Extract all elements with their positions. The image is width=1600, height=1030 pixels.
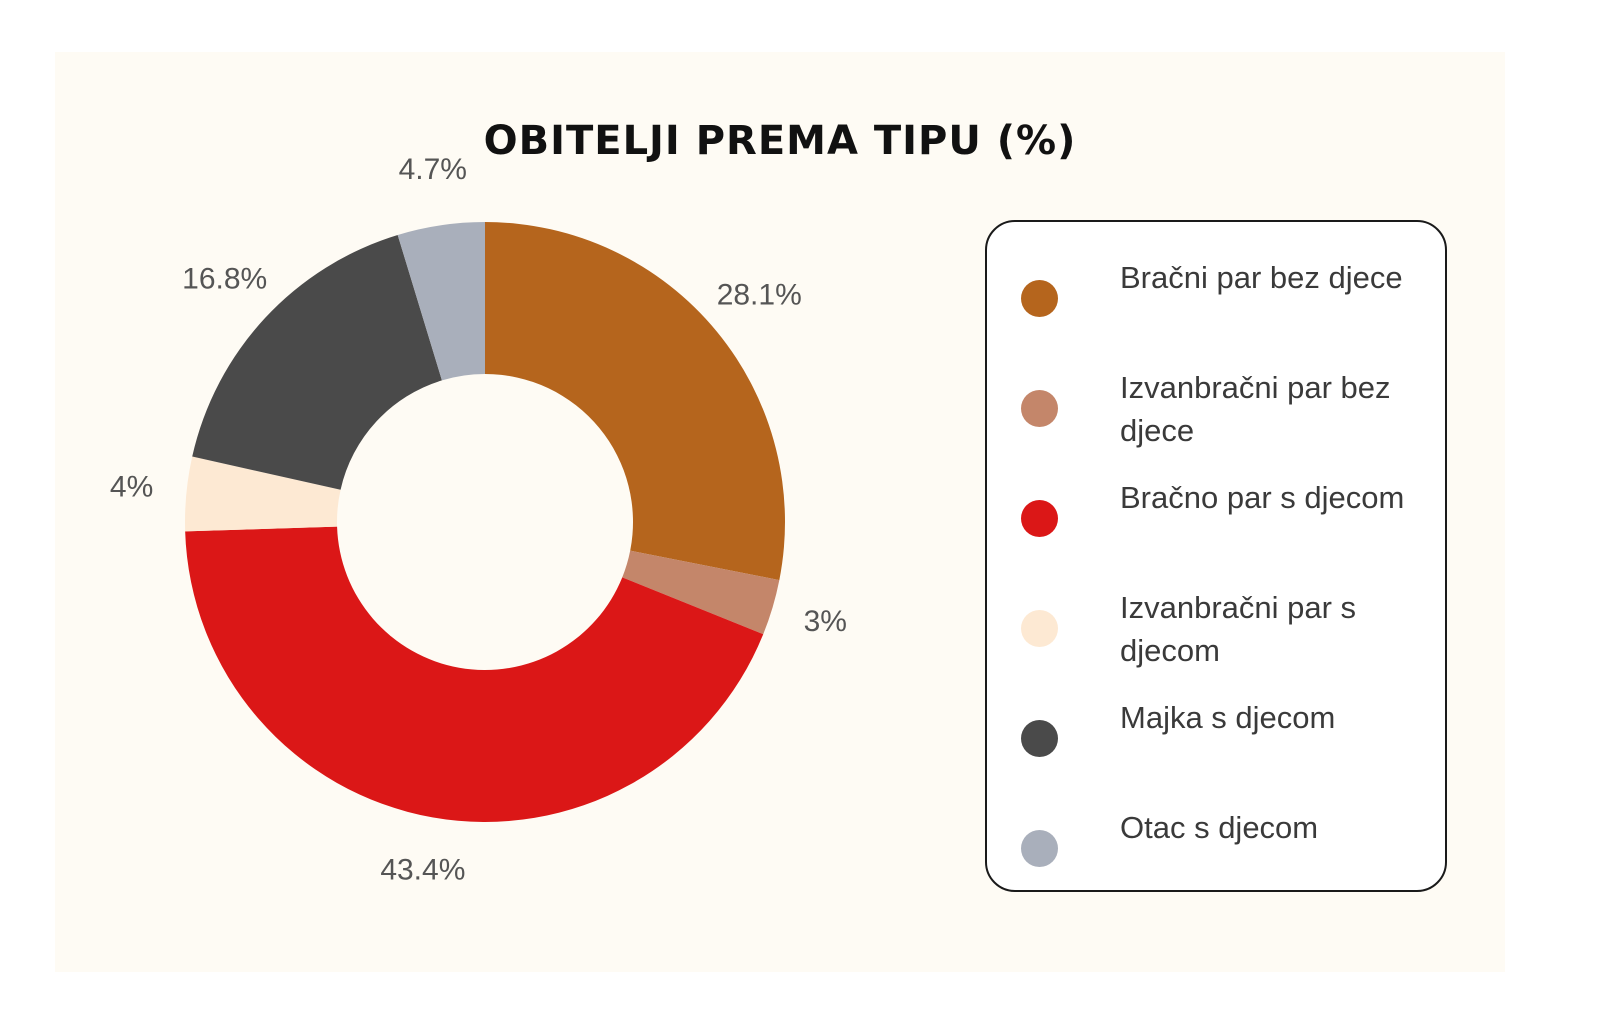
slice-value-label: 4% — [110, 471, 153, 504]
donut-slice — [192, 234, 442, 490]
chart-title: OBITELJI PREMA TIPU (%) — [483, 118, 1077, 164]
legend-label: Izvanbračni par s djecom — [1120, 590, 1357, 668]
donut-slice — [485, 222, 785, 581]
legend-swatch — [1021, 500, 1058, 537]
slice-value-label: 28.1% — [717, 278, 802, 311]
chart-card: OBITELJI PREMA TIPU (%) 28.1% 3% 43.4% 4% 16… — [55, 52, 1505, 972]
legend-label: Otac s djecom — [1120, 810, 1319, 845]
slice-value-label: 4.7% — [399, 153, 467, 186]
slice-value-label: 16.8% — [182, 263, 267, 296]
legend-swatch — [1021, 720, 1058, 757]
legend-swatch — [1021, 830, 1058, 867]
donut-slice — [185, 526, 764, 823]
donut-slice — [622, 550, 780, 635]
donut-slice — [397, 222, 485, 381]
legend: Bračni par bez djece Izvanbračni par bez … — [985, 220, 1447, 892]
slice-value-label: 3% — [804, 605, 847, 638]
legend-swatch — [1021, 610, 1058, 647]
donut-chart: 28.1% 3% 43.4% 4% 16.8% 4.7% — [110, 153, 847, 887]
legend-label: Majka s djecom — [1120, 700, 1336, 735]
donut-slice — [184, 456, 341, 532]
slice-value-label: 43.4% — [380, 853, 465, 886]
legend-swatch — [1021, 390, 1058, 427]
legend-label: Bračno par s djecom — [1120, 480, 1405, 515]
legend-swatch — [1021, 280, 1058, 317]
legend-label: Bračni par bez djece — [1120, 260, 1403, 295]
legend-label: Izvanbračni par bez djece — [1120, 370, 1391, 448]
